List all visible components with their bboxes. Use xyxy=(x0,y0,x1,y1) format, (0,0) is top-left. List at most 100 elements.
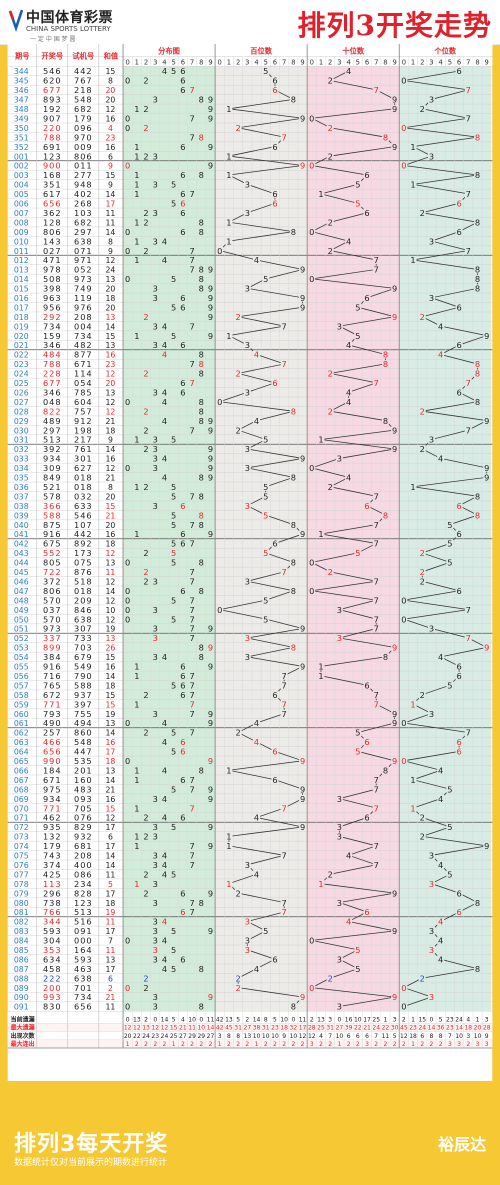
position-mark-bg xyxy=(455,908,463,916)
distribution-mark: 4 xyxy=(162,737,167,747)
stats-value: 2 xyxy=(264,1041,268,1048)
distribution-mark: 6 xyxy=(180,747,185,757)
distribution-mark: 6 xyxy=(180,539,185,549)
position-mark-units: 2 xyxy=(420,312,425,322)
position-mark-tens: 1 xyxy=(318,662,323,672)
column-header-draw: 开奖号 xyxy=(41,52,63,61)
digit-header: 6 xyxy=(181,58,185,66)
issue-cell: 002 xyxy=(14,162,29,171)
test-cell: 463 xyxy=(74,964,93,974)
distribution-mark: 6 xyxy=(180,501,185,511)
position-mark-bg xyxy=(335,1002,343,1011)
position-mark-units: 0 xyxy=(401,123,406,133)
position-mark-units: 3 xyxy=(429,95,434,105)
position-mark-hundreds: 6 xyxy=(272,189,277,199)
stats-value: 24 xyxy=(142,1033,150,1040)
position-mark-hundreds: 7 xyxy=(282,321,287,331)
issue-cell: 019 xyxy=(14,322,29,331)
panel-header-dist: 分布图 xyxy=(158,47,180,56)
position-mark-units: 8 xyxy=(475,359,480,369)
distribution-mark: 0 xyxy=(125,246,130,256)
distribution-mark: 7 xyxy=(189,680,194,690)
draw-cell: 771 xyxy=(43,803,62,813)
issue-cell: 075 xyxy=(14,852,29,861)
test-cell: 973 xyxy=(74,274,93,284)
position-mark-bg xyxy=(391,719,399,727)
position-mark-bg xyxy=(243,180,251,189)
position-mark-hundreds: 1 xyxy=(226,841,231,851)
position-mark-units: 1 xyxy=(410,699,415,709)
distribution-mark: 3 xyxy=(153,95,158,105)
draw-cell: 722 xyxy=(43,567,62,577)
position-mark-units: 6 xyxy=(456,387,461,397)
sum-cell: 4 xyxy=(108,124,113,133)
position-mark-units: 4 xyxy=(438,765,443,775)
distribution-mark: 3 xyxy=(153,992,158,1002)
test-cell: 846 xyxy=(74,605,93,615)
stats-value: 1 xyxy=(384,1016,388,1023)
stats-value: 1 xyxy=(337,1041,341,1048)
position-mark-tens: 6 xyxy=(364,813,369,823)
position-mark-bg xyxy=(271,378,279,387)
distribution-mark: 1 xyxy=(134,765,139,775)
distribution-mark: 2 xyxy=(143,151,148,161)
distribution-mark: 4 xyxy=(162,813,167,823)
position-mark-hundreds: 9 xyxy=(300,454,305,464)
position-mark-bg xyxy=(474,171,481,179)
distribution-mark: 6 xyxy=(180,340,185,350)
distribution-mark: 8 xyxy=(199,473,204,483)
position-mark-hundreds: 9 xyxy=(300,265,305,275)
sum-cell: 15 xyxy=(106,700,116,709)
position-mark-bg xyxy=(455,388,463,397)
position-mark-units: 3 xyxy=(429,926,434,936)
position-mark-bg xyxy=(253,256,261,264)
stats-value: 17 xyxy=(363,1016,371,1023)
test-cell: 682 xyxy=(74,104,93,114)
distribution-mark: 9 xyxy=(208,718,213,728)
draw-cell: 593 xyxy=(43,926,62,936)
position-mark-bg xyxy=(308,275,316,283)
position-mark-bg xyxy=(243,936,251,945)
distribution-mark: 1 xyxy=(134,803,139,813)
distribution-mark: 3 xyxy=(153,454,158,464)
sum-cell: 18 xyxy=(106,540,116,549)
test-cell: 402 xyxy=(74,189,93,199)
stats-value: 4 xyxy=(181,1016,185,1023)
position-mark-tens: 8 xyxy=(383,359,388,369)
stats-value: 0 xyxy=(199,1016,203,1023)
position-mark-bg xyxy=(280,681,288,690)
issue-cell: 020 xyxy=(14,332,29,341)
distribution-mark: 3 xyxy=(153,1002,158,1012)
position-mark-bg xyxy=(308,586,316,595)
position-mark-bg xyxy=(464,426,472,434)
draw-cell: 734 xyxy=(43,321,62,331)
stats-value: 2 xyxy=(420,1041,424,1048)
position-mark-bg xyxy=(437,766,445,775)
issue-cell: 043 xyxy=(14,549,29,558)
distribution-mark: 5 xyxy=(171,548,176,558)
sum-cell: 12 xyxy=(106,105,116,114)
distribution-mark: 9 xyxy=(208,463,213,473)
position-mark-tens: 1 xyxy=(318,671,323,681)
position-mark-units: 6 xyxy=(456,340,461,350)
test-cell: 535 xyxy=(74,756,93,766)
position-mark-bg xyxy=(391,756,399,765)
draw-cell: 634 xyxy=(43,954,62,964)
position-mark-bg xyxy=(271,539,279,548)
position-mark-bg xyxy=(345,917,353,926)
distribution-mark: 2 xyxy=(143,728,148,738)
draw-cell: 993 xyxy=(43,992,62,1002)
sum-cell: 12 xyxy=(106,615,116,624)
stats-value: 9 xyxy=(282,1033,286,1040)
position-mark-bg xyxy=(262,615,270,623)
position-mark-bg xyxy=(271,199,279,208)
distribution-mark: 8 xyxy=(199,274,204,284)
position-mark-bg xyxy=(372,265,380,274)
position-mark-hundreds: 7 xyxy=(282,803,287,813)
distribution-mark: 2 xyxy=(143,104,148,114)
position-mark-units: 2 xyxy=(420,104,425,114)
position-mark-units: 2 xyxy=(420,548,425,558)
issue-cell: 034 xyxy=(14,464,29,473)
stats-value: 23 xyxy=(446,1016,454,1023)
position-mark-hundreds: 2 xyxy=(236,123,241,133)
